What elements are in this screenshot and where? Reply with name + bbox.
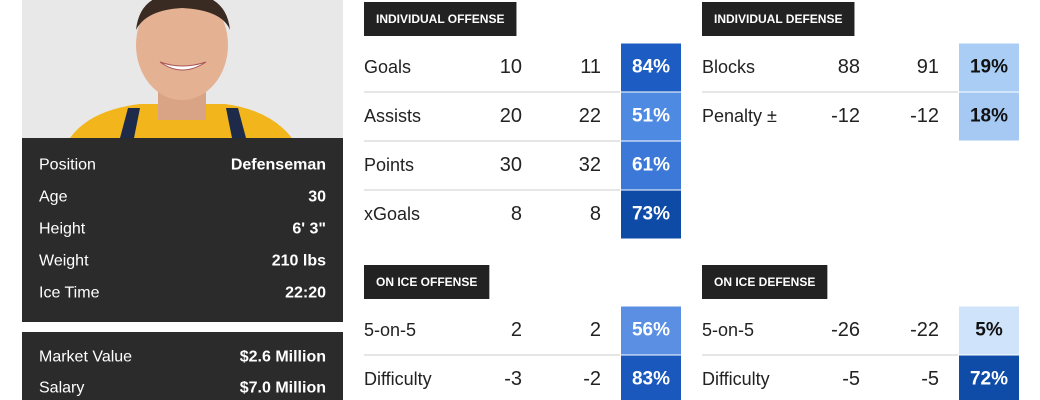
bio-value: 30 — [308, 189, 326, 206]
percentile: 61% — [632, 155, 670, 176]
stat-label: Assists — [364, 106, 421, 126]
stat-value: 88 — [838, 56, 860, 78]
stat-value: 30 — [500, 154, 522, 176]
stat-value: -5 — [842, 368, 860, 390]
stat-label: Goals — [364, 57, 411, 77]
bio-value: 6' 3" — [292, 221, 326, 238]
stat-value: -12 — [910, 105, 939, 127]
contract-panel — [22, 332, 343, 400]
percentile-cell — [621, 43, 681, 92]
stat-value: 32 — [579, 154, 601, 176]
stat-label: Points — [364, 155, 414, 175]
percentile-cell — [959, 355, 1019, 400]
bio-label: Market Value — [39, 349, 132, 366]
stat-value: -3 — [504, 368, 522, 390]
percentile: 84% — [632, 57, 670, 78]
percentile: 72% — [970, 369, 1008, 390]
stat-value: -12 — [831, 105, 860, 127]
section-title: ON ICE OFFENSE — [376, 275, 477, 289]
stat-label: 5-on-5 — [364, 320, 416, 340]
percentile: 56% — [632, 320, 670, 341]
stat-value: -22 — [910, 319, 939, 341]
percentile: 51% — [632, 106, 670, 127]
stat-label: Difficulty — [702, 369, 770, 389]
stat-value: 10 — [500, 56, 522, 78]
section-header-bg — [702, 265, 828, 299]
percentile-cell — [959, 92, 1019, 141]
stat-label: Blocks — [702, 57, 755, 77]
bio-label: Weight — [39, 253, 89, 270]
section-title: INDIVIDUAL OFFENSE — [376, 12, 504, 26]
stat-value: -5 — [921, 368, 939, 390]
bio-label: Position — [39, 157, 96, 174]
bio-label: Age — [39, 189, 68, 206]
section-header-bg — [702, 2, 855, 36]
percentile-cell — [621, 141, 681, 190]
bio-value: 210 lbs — [272, 253, 326, 270]
percentile: 19% — [970, 57, 1008, 78]
stat-value: 20 — [500, 105, 522, 127]
percentile: 18% — [970, 106, 1008, 127]
bio-value: $7.0 Million — [240, 380, 326, 397]
bio-label: Salary — [39, 380, 84, 397]
percentile-cell — [959, 306, 1019, 355]
section-header-bg — [364, 265, 490, 299]
stat-label: 5-on-5 — [702, 320, 754, 340]
percentile-cell — [621, 306, 681, 355]
section-header-bg — [364, 2, 517, 36]
player-photo — [22, 0, 343, 138]
stat-label: Difficulty — [364, 369, 432, 389]
stat-value: 11 — [580, 56, 601, 78]
percentile: 83% — [632, 369, 670, 390]
stat-value: 22 — [579, 105, 601, 127]
percentile-cell — [621, 190, 681, 239]
stat-value: 2 — [590, 319, 601, 341]
bio-value: $2.6 Million — [240, 349, 326, 366]
bio-value: Defenseman — [231, 157, 326, 174]
stat-value: 8 — [590, 203, 601, 225]
percentile-cell — [621, 355, 681, 400]
stat-value: 91 — [917, 56, 939, 78]
section-title: ON ICE DEFENSE — [714, 275, 815, 289]
bio-panel — [22, 138, 343, 322]
bio-value: 22:20 — [285, 285, 326, 302]
stat-value: -26 — [831, 319, 860, 341]
percentile-cell — [959, 43, 1019, 92]
bio-label: Height — [39, 221, 86, 238]
percentile-cell — [621, 92, 681, 141]
percentile: 73% — [632, 204, 670, 225]
stat-value: -2 — [583, 368, 601, 390]
stat-value: 2 — [511, 319, 522, 341]
stat-label: xGoals — [364, 204, 420, 224]
stat-label: Penalty ± — [702, 106, 777, 126]
stat-value: 8 — [511, 203, 522, 225]
bio-label: Ice Time — [39, 285, 100, 302]
section-title: INDIVIDUAL DEFENSE — [714, 12, 842, 26]
percentile: 5% — [975, 320, 1003, 341]
